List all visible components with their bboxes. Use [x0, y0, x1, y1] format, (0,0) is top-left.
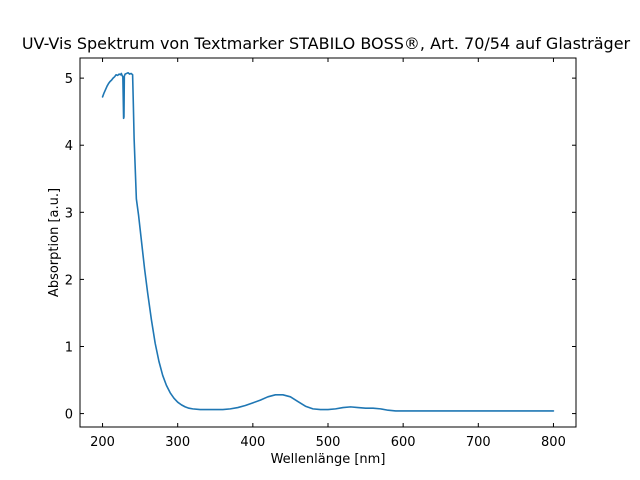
axis-ticks: 200 300 400 500 600 700 800 0 1 2 3 4 5	[65, 58, 576, 450]
x-tick-label: 200	[90, 435, 115, 450]
y-tick-label: 0	[65, 408, 73, 423]
absorption-curve	[101, 71, 555, 412]
x-axis-label: Wellenlänge [nm]	[271, 452, 386, 467]
y-axis-label: Absorption [a.u.]	[47, 188, 62, 297]
y-tick-label: 1	[65, 340, 73, 355]
x-tick-label: 400	[240, 435, 265, 450]
x-tick-label: 700	[466, 435, 491, 450]
y-tick-label: 3	[65, 206, 73, 221]
y-tick-label: 5	[65, 72, 73, 87]
chart-title: UV-Vis Spektrum von Textmarker STABILO B…	[22, 34, 631, 53]
x-tick-label: 600	[391, 435, 416, 450]
y-tick-label: 2	[65, 273, 73, 288]
y-tick-label: 4	[65, 139, 73, 154]
x-tick-label: 300	[165, 435, 190, 450]
x-tick-label: 500	[316, 435, 341, 450]
x-tick-label: 800	[541, 435, 566, 450]
plot-frame	[79, 57, 577, 428]
